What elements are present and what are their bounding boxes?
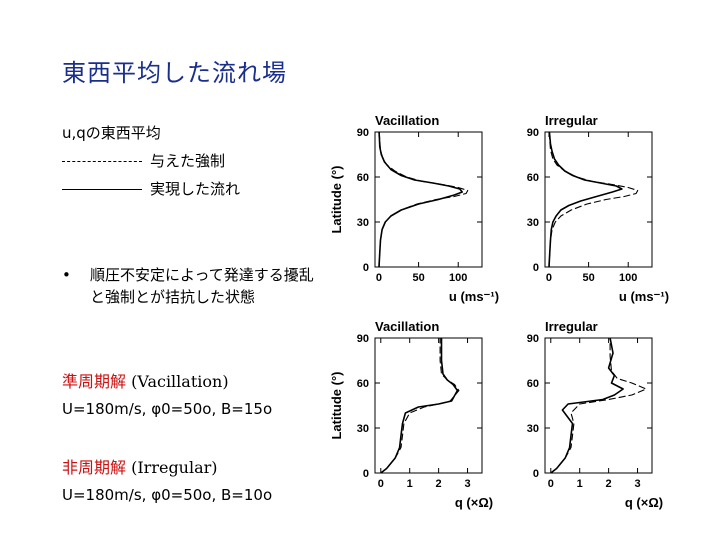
y-tick-label: 60 bbox=[357, 378, 369, 390]
y-tick-label: 0 bbox=[363, 262, 369, 274]
y-axis-label: Latitude (°) bbox=[329, 165, 344, 233]
plot-frame bbox=[374, 131, 483, 268]
x-tick-label: 0 bbox=[546, 272, 552, 284]
case-vacillation-en: (Vacillation) bbox=[131, 372, 229, 391]
y-axis-label: Latitude (°) bbox=[329, 371, 344, 439]
y-tick-label: 60 bbox=[357, 172, 369, 184]
y-tick-label: 30 bbox=[357, 423, 369, 435]
plot-frame bbox=[544, 131, 653, 268]
case-vacillation-jp: 準周期解 bbox=[62, 372, 127, 391]
series-realized bbox=[380, 338, 459, 474]
legend-dashed-label: 与えた強制 bbox=[150, 152, 226, 170]
y-tick-label: 90 bbox=[527, 127, 539, 139]
x-tick-label: 0 bbox=[378, 478, 384, 490]
x-tick-label: 50 bbox=[412, 272, 424, 284]
y-tick-label: 0 bbox=[533, 262, 539, 274]
x-tick-label: 0 bbox=[376, 272, 382, 284]
chart-title: Vacillation bbox=[375, 319, 439, 334]
legend-heading: u,qの東西平均 bbox=[62, 124, 161, 142]
x-tick-label: 2 bbox=[436, 478, 442, 490]
x-tick-label: 3 bbox=[634, 478, 640, 490]
case-irregular-en: (Irregular) bbox=[131, 458, 218, 477]
case-vacillation-params: U=180m/s, φ0=50o, B=15o bbox=[62, 400, 273, 418]
case-irregular-params: U=180m/s, φ0=50o, B=10o bbox=[62, 486, 273, 504]
legend-dashed: 与えた強制 bbox=[62, 150, 225, 171]
x-axis-label: q (×Ω) bbox=[625, 495, 663, 510]
y-tick-label: 30 bbox=[527, 217, 539, 229]
chart-title: Irregular bbox=[545, 113, 598, 128]
x-axis-label: q (×Ω) bbox=[455, 495, 493, 510]
chart-title: Vacillation bbox=[375, 113, 439, 128]
slide-title: 東西平均した流れ場 bbox=[62, 59, 287, 87]
bullet-marker: • bbox=[62, 266, 71, 284]
x-tick-label: 1 bbox=[407, 478, 413, 490]
case-irregular-jp: 非周期解 bbox=[62, 458, 127, 477]
y-tick-label: 90 bbox=[357, 127, 369, 139]
x-axis-label: u (ms⁻¹) bbox=[619, 289, 669, 304]
x-tick-label: 50 bbox=[582, 272, 594, 284]
solid-line-sample bbox=[62, 189, 142, 190]
plot-frame bbox=[544, 337, 653, 474]
y-tick-label: 30 bbox=[527, 423, 539, 435]
series-realized bbox=[548, 131, 623, 268]
series-realized bbox=[550, 337, 624, 474]
bullet-text: 順圧不安定によって発達する擾乱と強制とが拮抗した状態 bbox=[90, 266, 314, 306]
x-tick-label: 3 bbox=[464, 478, 470, 490]
case-irregular-title: 非周期解 (Irregular) bbox=[62, 454, 218, 478]
y-tick-label: 0 bbox=[363, 468, 369, 480]
chart-panel-1: Irregular 0 50 100 0 30 60 90 u (ms⁻¹) bbox=[527, 113, 669, 304]
series-forcing bbox=[380, 338, 460, 474]
legend-solid-label: 実現した流れ bbox=[150, 180, 241, 198]
chart-title: Irregular bbox=[545, 319, 598, 334]
x-tick-label: 0 bbox=[548, 478, 554, 490]
case-vacillation-title: 準周期解 (Vacillation) bbox=[62, 368, 229, 392]
x-tick-label: 100 bbox=[449, 272, 467, 284]
x-axis-label: u (ms⁻¹) bbox=[449, 289, 499, 304]
y-tick-label: 60 bbox=[527, 172, 539, 184]
y-tick-label: 0 bbox=[533, 468, 539, 480]
legend-solid: 実現した流れ bbox=[62, 178, 240, 199]
x-tick-label: 100 bbox=[619, 272, 637, 284]
dashed-line-sample bbox=[62, 161, 142, 162]
y-tick-label: 60 bbox=[527, 378, 539, 390]
x-tick-label: 1 bbox=[577, 478, 583, 490]
x-tick-label: 2 bbox=[606, 478, 612, 490]
y-tick-label: 30 bbox=[357, 217, 369, 229]
plot-frame bbox=[374, 337, 483, 474]
series-forcing bbox=[550, 338, 647, 474]
y-tick-label: 90 bbox=[357, 333, 369, 345]
series-realized bbox=[378, 131, 464, 268]
chart-panel-0: Vacillation 0 50 100 0 30 60 90 u (ms⁻¹) Latitude… bbox=[329, 113, 499, 304]
y-tick-label: 90 bbox=[527, 333, 539, 345]
series-forcing bbox=[548, 131, 639, 268]
series-forcing bbox=[378, 131, 469, 268]
